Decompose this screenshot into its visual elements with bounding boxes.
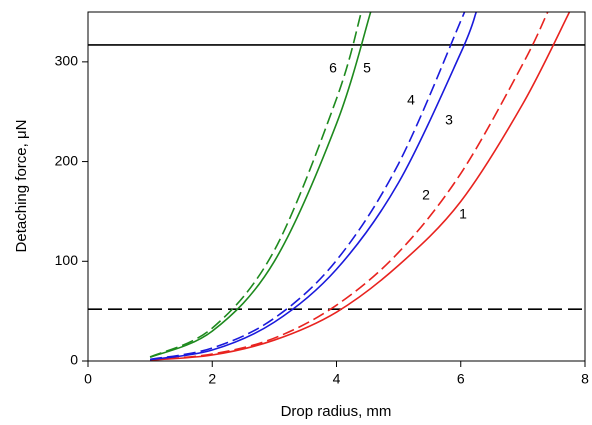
plot-frame bbox=[87, 11, 586, 362]
curve-label: 1 bbox=[459, 206, 467, 222]
curve bbox=[150, 12, 549, 361]
x-tick-label: 2 bbox=[208, 371, 216, 387]
curve bbox=[149, 12, 372, 359]
curve bbox=[150, 12, 478, 361]
x-tick-label: 8 bbox=[581, 371, 589, 387]
y-tick-label: 100 bbox=[55, 252, 79, 268]
x-tick-label: 0 bbox=[84, 371, 92, 387]
x-tick-label: 4 bbox=[333, 371, 341, 387]
curve-label: 2 bbox=[422, 187, 430, 203]
y-tick-label: 300 bbox=[55, 53, 79, 69]
y-tick-label: 0 bbox=[70, 352, 78, 368]
x-tick-label: 6 bbox=[457, 371, 465, 387]
curve bbox=[149, 12, 363, 358]
curve-label: 4 bbox=[407, 92, 415, 108]
y-axis-title: Detaching force, μN bbox=[13, 120, 30, 253]
curve bbox=[149, 12, 466, 361]
y-tick-label: 200 bbox=[55, 152, 79, 168]
curve bbox=[150, 12, 571, 361]
curve-label: 3 bbox=[445, 112, 453, 128]
x-axis-title: Drop radius, mm bbox=[281, 403, 392, 420]
curve-label: 6 bbox=[329, 60, 337, 76]
curve-label: 5 bbox=[363, 60, 371, 76]
